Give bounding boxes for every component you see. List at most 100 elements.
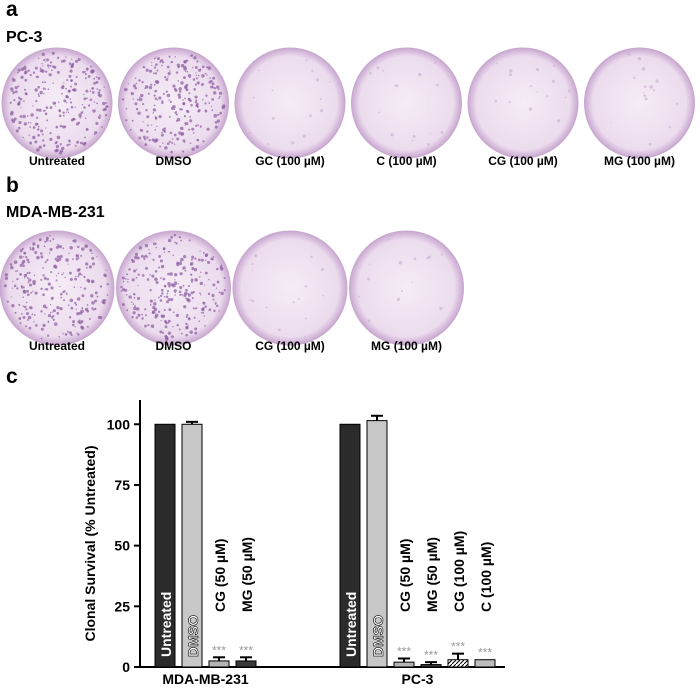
colony [418,73,422,77]
well-image [116,230,231,346]
colony [52,309,56,313]
colony [52,296,54,299]
well-label: MG (100 µM) [604,154,675,168]
colony [195,145,199,149]
colony [11,118,14,121]
colony [159,299,163,302]
colony [159,277,162,280]
colony [39,68,43,73]
colony [146,130,149,133]
colony [92,308,95,311]
colony [153,94,156,97]
colony [49,311,52,314]
colony [213,86,216,90]
colony [33,274,36,277]
colony [177,93,181,97]
colony [434,61,437,65]
colony [271,116,275,120]
colony [97,116,101,119]
colony [182,150,185,153]
colony [70,58,73,60]
colony [166,142,170,146]
colony [494,99,497,103]
colony [508,73,512,77]
colony [172,84,176,88]
colony [199,68,202,71]
colony [54,322,58,326]
colony [161,331,165,334]
colony [140,129,144,132]
colony [159,61,161,63]
colony [176,323,179,327]
colony [169,272,173,276]
colony [154,299,156,301]
colony [40,278,43,281]
well-label: CG (100 µM) [488,154,558,168]
colony [103,86,105,88]
colony [191,269,193,271]
colony [180,332,183,335]
colony [39,129,44,133]
colony [22,289,26,293]
colony [43,93,45,95]
colony [201,65,205,69]
colony [104,274,107,278]
colony [68,143,71,146]
colony [44,288,47,291]
colony [85,127,89,131]
colony [68,74,72,78]
colony [220,291,224,296]
significance: *** [451,640,465,654]
colony [202,301,206,305]
colony [70,333,73,337]
colony [178,131,182,135]
colony [22,256,25,258]
colony [35,324,38,327]
colony [150,324,155,329]
colony [184,269,187,272]
colony [11,287,14,289]
colony [182,102,186,106]
colony [167,298,171,302]
colony [146,115,150,119]
colony [135,276,138,279]
colony [137,285,139,287]
colony [9,101,12,104]
colony [41,52,45,56]
colony [197,74,200,77]
colony [32,135,36,140]
colony [164,325,168,329]
colony [207,66,212,70]
colony [42,267,44,269]
colony [16,287,19,290]
colony [154,129,157,131]
colony [24,305,27,309]
colony [174,294,176,296]
colony [32,279,36,284]
colony [84,117,87,120]
colony [81,294,85,298]
colony [6,300,9,303]
colony [98,114,101,117]
colony [134,77,137,79]
colony [37,85,40,89]
colony [104,102,107,104]
well-image [234,47,346,159]
colony [668,126,671,129]
colony [49,131,52,135]
colony [74,301,77,305]
colony [20,67,25,72]
colony [165,90,168,93]
colony [170,150,173,154]
colony [73,239,77,243]
colony [179,293,182,296]
colony [56,255,60,259]
colony [87,74,91,78]
colony [93,81,96,85]
colony [68,271,72,275]
colony [251,270,254,272]
colony [40,255,44,259]
colony [127,281,129,283]
colony [387,238,390,241]
colony [156,99,159,101]
